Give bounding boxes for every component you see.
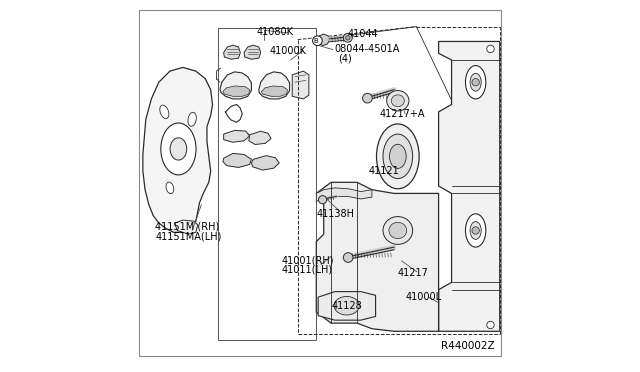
Polygon shape	[143, 67, 212, 232]
Circle shape	[343, 253, 353, 262]
Ellipse shape	[390, 144, 406, 169]
Polygon shape	[223, 86, 250, 96]
Polygon shape	[175, 220, 198, 234]
Ellipse shape	[465, 65, 486, 99]
Circle shape	[343, 33, 352, 42]
Text: 41080K: 41080K	[257, 27, 294, 37]
Polygon shape	[438, 41, 500, 331]
Text: 41138H: 41138H	[316, 209, 355, 219]
Text: B: B	[314, 38, 318, 44]
Text: 41217+A: 41217+A	[380, 109, 425, 119]
Text: 41121: 41121	[368, 166, 399, 176]
Ellipse shape	[387, 90, 409, 111]
Ellipse shape	[170, 138, 187, 160]
Ellipse shape	[470, 73, 481, 91]
Circle shape	[319, 196, 326, 204]
Text: 41001(RH): 41001(RH)	[281, 255, 333, 265]
Ellipse shape	[161, 123, 196, 175]
Polygon shape	[318, 292, 376, 320]
Text: 41128: 41128	[331, 301, 362, 311]
Text: 41151M (RH): 41151M (RH)	[155, 222, 220, 232]
Text: 41011(LH): 41011(LH)	[281, 264, 332, 275]
Polygon shape	[317, 34, 329, 45]
Ellipse shape	[188, 112, 196, 126]
Circle shape	[487, 45, 494, 52]
Ellipse shape	[166, 182, 174, 194]
Polygon shape	[316, 182, 438, 331]
Text: 41000L: 41000L	[405, 292, 442, 302]
Text: 41151MA(LH): 41151MA(LH)	[155, 231, 221, 241]
Polygon shape	[223, 153, 252, 167]
Ellipse shape	[160, 105, 169, 119]
Polygon shape	[223, 45, 240, 59]
Text: 41217: 41217	[398, 268, 429, 278]
Polygon shape	[292, 71, 309, 99]
Bar	[218, 29, 316, 340]
Circle shape	[346, 36, 350, 40]
Polygon shape	[259, 72, 290, 99]
Ellipse shape	[383, 134, 413, 179]
Polygon shape	[252, 155, 279, 170]
Ellipse shape	[334, 296, 359, 315]
Polygon shape	[249, 131, 271, 144]
Ellipse shape	[383, 217, 413, 244]
Ellipse shape	[376, 124, 419, 189]
Ellipse shape	[465, 214, 486, 247]
Circle shape	[312, 36, 322, 45]
Text: 41044: 41044	[348, 29, 378, 39]
Polygon shape	[244, 45, 260, 59]
Polygon shape	[262, 86, 287, 96]
Circle shape	[487, 321, 494, 329]
Ellipse shape	[470, 222, 481, 239]
Text: 41000K: 41000K	[270, 46, 307, 56]
Circle shape	[472, 78, 479, 86]
Polygon shape	[316, 188, 372, 202]
Polygon shape	[223, 131, 250, 142]
Ellipse shape	[389, 222, 407, 238]
Text: 08044-4501A: 08044-4501A	[335, 44, 400, 54]
Text: R440002Z: R440002Z	[442, 341, 495, 351]
Ellipse shape	[391, 95, 404, 107]
Polygon shape	[220, 72, 252, 99]
Text: (4): (4)	[339, 53, 352, 63]
Circle shape	[472, 227, 479, 234]
Circle shape	[363, 93, 372, 103]
